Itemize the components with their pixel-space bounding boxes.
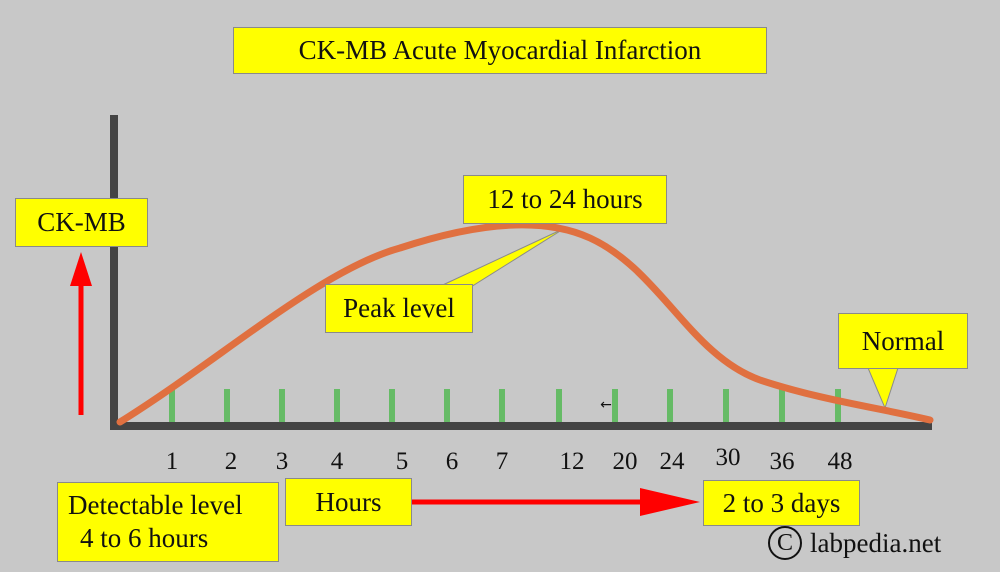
detectable-level-label: Detectable level 4 to 6 hours [57, 482, 279, 562]
normal-label: Normal [838, 313, 968, 369]
copyright-notice: C labpedia.net [768, 526, 941, 560]
x-tick-label-2: 2 [224, 448, 238, 475]
peak-callout-pointer [431, 227, 566, 291]
x-tick-label-12: 12 [559, 448, 585, 475]
y-axis-label: CK-MB [15, 198, 148, 247]
x-axis-label-text: Hours [315, 486, 382, 517]
peak-level-text: Peak level [343, 293, 455, 323]
duration-label: 2 to 3 days [703, 480, 860, 526]
x-tick-marks [169, 389, 841, 424]
copyright-icon: C [768, 526, 802, 560]
x-tick-label-36: 36 [769, 448, 795, 475]
x-tick-label-3: 3 [275, 448, 289, 475]
copyright-text: labpedia.net [810, 527, 942, 558]
x-tick-label-20: 20 [612, 448, 638, 475]
ckmb-curve [116, 221, 934, 426]
x-tick-label-30: 30 [715, 444, 741, 471]
detectable-line1: Detectable level [68, 490, 243, 520]
normal-text: Normal [861, 325, 945, 356]
peak-time-text: 12 to 24 hours [487, 184, 643, 214]
y-arrow-head [70, 252, 92, 286]
normal-callout-pointer [867, 367, 899, 410]
copyright-symbol: C [776, 529, 793, 556]
small-arrow-glyph: ← [600, 397, 612, 413]
peak-time-label: 12 to 24 hours [463, 175, 667, 224]
duration-text: 2 to 3 days [722, 487, 841, 518]
chart-title-text: CK-MB Acute Myocardial Infarction [298, 35, 702, 65]
x-tick-label-5: 5 [395, 448, 409, 475]
x-tick-label-7: 7 [495, 448, 509, 475]
x-tick-label-48: 48 [827, 448, 853, 475]
detectable-line2: 4 to 6 hours [80, 523, 209, 553]
x-tick-label-1: 1 [165, 448, 179, 475]
hours-arrow-head [640, 488, 700, 516]
peak-level-label: Peak level [325, 284, 473, 333]
x-tick-label-4: 4 [330, 448, 344, 475]
x-axis-label: Hours [285, 478, 412, 526]
x-tick-label-6: 6 [445, 448, 459, 475]
chart-title: CK-MB Acute Myocardial Infarction [233, 27, 767, 74]
x-tick-label-24: 24 [659, 448, 685, 475]
y-axis-label-text: CK-MB [37, 207, 126, 237]
